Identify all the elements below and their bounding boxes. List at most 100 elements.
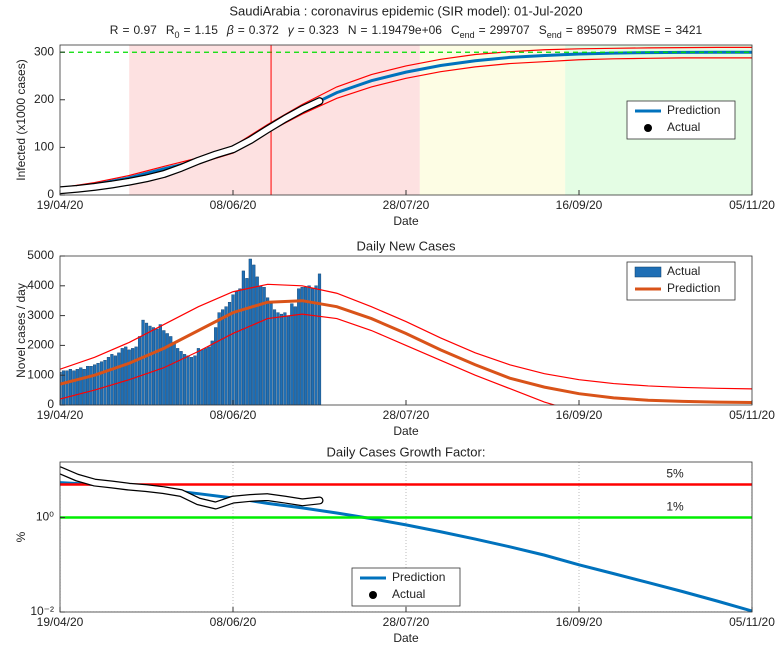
subplot-title: Daily Cases Growth Factor: (327, 444, 486, 459)
bar (148, 325, 152, 405)
param-sub: end (460, 30, 475, 40)
y-tick-label: 1000 (27, 367, 54, 381)
x-axis-label: Date (393, 214, 419, 228)
bar (141, 319, 145, 405)
bar (290, 303, 294, 405)
x-tick-label: 19/04/20 (37, 198, 84, 212)
bar (286, 315, 290, 405)
param-name: S (539, 23, 547, 37)
x-tick-label: 05/11/20 (729, 408, 775, 422)
bar (317, 273, 322, 405)
threshold-label: 1% (666, 500, 684, 514)
x-axis-label: Date (393, 424, 419, 438)
bar (276, 312, 280, 405)
bar (293, 306, 297, 405)
bar (165, 333, 169, 405)
bar (245, 278, 249, 405)
bar (224, 306, 228, 405)
param-name: β (226, 23, 234, 37)
bar (203, 348, 207, 405)
legend-box (351, 567, 461, 607)
bar (96, 363, 100, 405)
param-name: γ (288, 23, 295, 37)
y-tick-label: 4000 (27, 278, 54, 292)
bar (241, 270, 245, 405)
x-tick-label: 19/04/20 (37, 408, 84, 422)
bar (99, 361, 104, 405)
bar (248, 258, 252, 405)
bar (300, 287, 304, 405)
param-value: 3421 (676, 23, 703, 37)
legend-swatch (369, 591, 377, 599)
bar (234, 291, 239, 405)
bar (193, 355, 197, 405)
subplot: Daily Cases Growth Factor: 5% 1% 10⁻² 10⁰ 19/… (14, 444, 775, 645)
bar (176, 348, 180, 405)
y-axis-label: Infected (x1000 cases) (14, 59, 28, 180)
bar (89, 366, 93, 405)
subplot: Daily New Cases 0 1000 2000 3000 4000 5000 19/0… (14, 238, 775, 438)
y-tick-label: 100 (34, 140, 54, 154)
bar (269, 303, 273, 405)
bar (127, 349, 131, 405)
legend-swatch (634, 266, 662, 278)
bar (252, 264, 256, 405)
param-value: 0.323 (309, 23, 339, 37)
confidence-bound (60, 46, 752, 189)
bar (144, 322, 149, 405)
legend: Actual Prediction (626, 261, 736, 301)
x-tick-label: 08/06/20 (210, 408, 257, 422)
legend-label: Prediction (667, 103, 720, 117)
actual-line (60, 98, 323, 193)
bar (272, 309, 277, 405)
y-tick-label: 300 (34, 44, 54, 58)
bar (93, 364, 97, 405)
confidence-bound (60, 283, 752, 390)
param-value: 1.19479e+06 (372, 23, 443, 37)
bar (200, 349, 204, 405)
bar (297, 288, 301, 405)
bar (186, 355, 190, 405)
bar (279, 313, 284, 405)
y-tick-label: 2000 (27, 338, 54, 352)
param-sep: = (479, 23, 486, 37)
bar (158, 324, 162, 405)
bar (255, 276, 259, 405)
y-axis-label: Novel cases / day (14, 283, 28, 378)
param-sep: = (361, 23, 368, 37)
bar (86, 366, 90, 405)
legend-swatch (644, 124, 652, 132)
bar (262, 287, 266, 405)
bar (117, 352, 121, 405)
x-axis-label: Date (393, 631, 419, 645)
bar (82, 369, 86, 405)
x-tick-label: 19/04/20 (37, 615, 84, 629)
legend-label: Actual (667, 264, 700, 278)
x-tick-label: 28/07/20 (383, 198, 430, 212)
legend-label: Actual (392, 587, 425, 601)
bar (72, 370, 76, 405)
bar (120, 348, 124, 405)
bar (106, 357, 111, 405)
bar (124, 346, 128, 405)
x-tick-label: 28/07/20 (383, 408, 430, 422)
param-name: N (348, 23, 357, 37)
bar (79, 367, 83, 405)
bar (155, 328, 159, 405)
bar (172, 342, 176, 405)
param-sub: 0 (175, 30, 180, 40)
legend: Prediction Actual (626, 100, 736, 140)
bar (227, 301, 232, 405)
bar (134, 346, 138, 405)
bar (310, 288, 315, 405)
legend-label: Prediction (392, 570, 445, 584)
x-tick-label: 28/07/20 (383, 615, 430, 629)
param-name: R (110, 23, 119, 37)
y-tick-label: 10⁻² (30, 604, 54, 618)
param-sep: = (238, 23, 245, 37)
bar (210, 340, 214, 405)
subplot-title: Daily New Cases (357, 238, 456, 253)
y-tick-label: 0 (47, 397, 54, 411)
param-value: 0.372 (249, 23, 279, 37)
bar (307, 285, 311, 405)
